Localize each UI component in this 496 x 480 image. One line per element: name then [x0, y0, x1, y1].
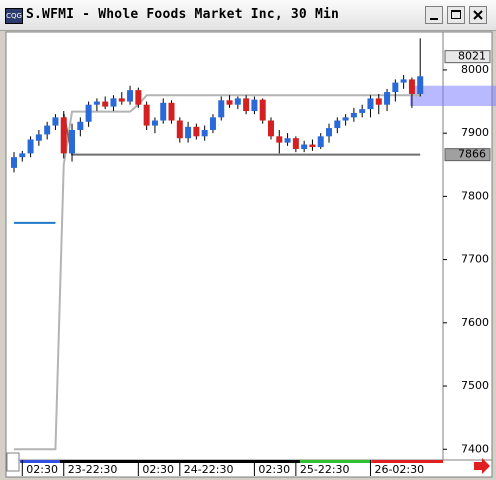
title-bar: CQG S.WFMI - Whole Foods Market Inc, 30 …	[0, 0, 496, 31]
candle-body	[93, 101, 100, 105]
close-icon	[473, 10, 483, 20]
candle-body	[359, 109, 366, 113]
session-bar	[20, 460, 60, 463]
candle-body	[176, 120, 183, 139]
candle-body	[392, 82, 399, 93]
candle-body	[118, 98, 125, 102]
candle-body	[226, 100, 233, 105]
candle-body	[276, 136, 283, 143]
minimize-button[interactable]	[425, 6, 443, 24]
candle-body	[52, 117, 59, 126]
candle-body	[19, 153, 26, 158]
candle-body	[35, 134, 42, 141]
candle-body	[135, 90, 142, 105]
x-tick-label: 24-22:30	[184, 463, 234, 476]
overlay-line	[62, 113, 421, 156]
candle-body	[251, 99, 258, 112]
candle-body	[102, 101, 109, 107]
x-tick-label: 25-22:30	[300, 463, 350, 476]
y-tick-label: 8000	[461, 63, 489, 76]
candle-body	[44, 125, 51, 135]
y-tick-label: 7800	[461, 189, 489, 202]
candle-body	[350, 112, 357, 118]
session-bar	[372, 460, 443, 463]
candle-body	[384, 92, 391, 105]
candle-body	[127, 90, 134, 102]
window-title: S.WFMI - Whole Foods Market Inc, 30 Min	[26, 7, 340, 22]
candle-body	[284, 138, 291, 143]
candle-body	[317, 136, 324, 148]
scroll-box[interactable]	[6, 452, 20, 472]
candle-body	[301, 144, 308, 149]
candle-body	[218, 100, 225, 118]
candle-body	[408, 79, 415, 94]
x-tick-label: 26-02:30	[374, 463, 424, 476]
candle-body	[69, 129, 76, 154]
candle-body	[334, 120, 341, 129]
candle-body	[11, 157, 17, 168]
candle-body	[209, 117, 216, 130]
highlight-band	[410, 85, 496, 106]
price-marker	[444, 148, 491, 162]
candle-body	[151, 120, 158, 126]
candle-body	[342, 117, 349, 121]
candle-body	[143, 104, 150, 126]
candle-body	[60, 117, 67, 154]
x-tick-label: 02:30	[258, 463, 290, 476]
x-tick-label: 02:30	[26, 463, 58, 476]
candle-body	[110, 98, 117, 107]
candle-body	[417, 76, 424, 94]
candle-body	[27, 139, 34, 154]
candle-body	[168, 102, 175, 121]
candle-body	[259, 99, 266, 121]
y-tick-label: 7900	[461, 126, 489, 139]
price-marker	[444, 50, 491, 64]
candle-body	[267, 120, 274, 137]
candle-body	[77, 121, 84, 130]
chart: 7400 7500 7600 7700 7800 7900 8000 02:30 23-22:3…	[5, 31, 496, 478]
candle-body	[309, 144, 316, 148]
overlay-line	[14, 94, 421, 451]
price-marker-label: 7866	[458, 148, 486, 161]
y-tick-label: 7700	[461, 253, 489, 266]
candle-body	[234, 98, 241, 105]
close-button[interactable]	[469, 6, 487, 24]
y-tick-label: 7400	[461, 442, 489, 455]
app-icon: CQG	[5, 8, 23, 24]
candle-body	[326, 128, 333, 137]
x-tick-label: 02:30	[142, 463, 174, 476]
y-tick-label: 7500	[461, 379, 489, 392]
candle-body	[160, 102, 167, 121]
candle-body	[85, 104, 92, 122]
candle-body	[243, 98, 250, 112]
scroll-arrow[interactable]	[474, 458, 490, 474]
price-marker-label: 8021	[458, 50, 486, 63]
y-tick-label: 7600	[461, 316, 489, 329]
x-tick-label: 23-22:30	[68, 463, 118, 476]
candle-body	[400, 79, 407, 83]
candle-body	[292, 138, 299, 149]
maximize-button[interactable]	[447, 6, 465, 24]
candle-body	[375, 98, 382, 105]
candle-body	[185, 126, 192, 139]
candle-body	[367, 98, 374, 110]
candle-body	[201, 129, 208, 137]
candle-body	[193, 126, 200, 137]
session-bar	[300, 460, 372, 463]
